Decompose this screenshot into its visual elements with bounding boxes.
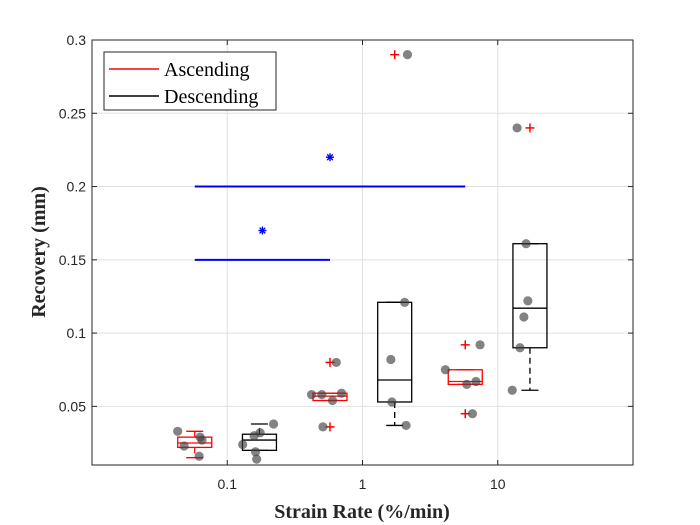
data-point bbox=[387, 397, 397, 407]
box-ascending bbox=[525, 123, 535, 133]
data-point bbox=[471, 376, 481, 387]
data-point bbox=[521, 239, 531, 249]
y-tick-label: 0.3 bbox=[67, 32, 87, 48]
legend-box bbox=[103, 51, 277, 111]
data-point bbox=[402, 50, 413, 60]
data-point bbox=[386, 354, 396, 365]
data-point bbox=[515, 343, 525, 353]
data-point bbox=[238, 439, 248, 450]
legend: Ascending Descending bbox=[103, 51, 277, 111]
data-point bbox=[467, 409, 478, 419]
y-tick-label: 0.15 bbox=[59, 252, 86, 268]
data-point bbox=[250, 447, 261, 457]
data-points bbox=[173, 50, 533, 464]
legend-label-ascending: Ascending bbox=[164, 59, 250, 81]
data-point bbox=[327, 395, 338, 406]
significance-marker-stroke bbox=[326, 153, 334, 161]
data-point bbox=[475, 340, 485, 350]
data-point bbox=[440, 365, 450, 375]
data-point bbox=[523, 296, 533, 306]
data-point bbox=[268, 419, 279, 429]
data-point bbox=[400, 297, 410, 307]
box-ascending bbox=[390, 50, 400, 60]
x-axis-title: Strain Rate (%/min) bbox=[274, 501, 450, 523]
significance-marker bbox=[325, 153, 334, 162]
data-point bbox=[252, 454, 262, 464]
y-tick-label: 0.1 bbox=[67, 325, 87, 341]
y-tick-label: 0.2 bbox=[67, 179, 87, 195]
data-point bbox=[306, 390, 317, 400]
y-axis-title: Recovery (mm) bbox=[28, 186, 50, 318]
data-point bbox=[507, 385, 517, 395]
x-tick-label: 10 bbox=[490, 476, 506, 492]
y-axis: 0.05 0.1 0.15 0.2 0.25 0.3 bbox=[59, 32, 633, 414]
legend-label-descending: Descending bbox=[164, 86, 258, 108]
data-point bbox=[331, 357, 341, 368]
data-point bbox=[318, 422, 328, 432]
significance-annotations bbox=[194, 153, 466, 261]
x-tick-label: 1 bbox=[359, 476, 367, 492]
data-point bbox=[194, 451, 204, 461]
y-tick-label: 0.25 bbox=[59, 105, 86, 121]
x-axis: 0.1 1 10 bbox=[218, 40, 506, 492]
data-point bbox=[317, 390, 327, 400]
significance-marker bbox=[258, 226, 267, 235]
x-tick-label: 0.1 bbox=[218, 476, 238, 492]
data-point bbox=[512, 123, 522, 133]
significance-marker-stroke bbox=[259, 227, 266, 234]
box-iqr bbox=[177, 436, 213, 449]
data-point bbox=[519, 312, 529, 322]
data-point bbox=[197, 435, 207, 445]
data-point bbox=[179, 441, 189, 451]
y-tick-label: 0.05 bbox=[59, 398, 86, 414]
data-point bbox=[336, 388, 347, 398]
data-point bbox=[255, 428, 265, 438]
data-point bbox=[401, 420, 411, 431]
data-point bbox=[462, 379, 472, 389]
data-point bbox=[173, 426, 183, 436]
